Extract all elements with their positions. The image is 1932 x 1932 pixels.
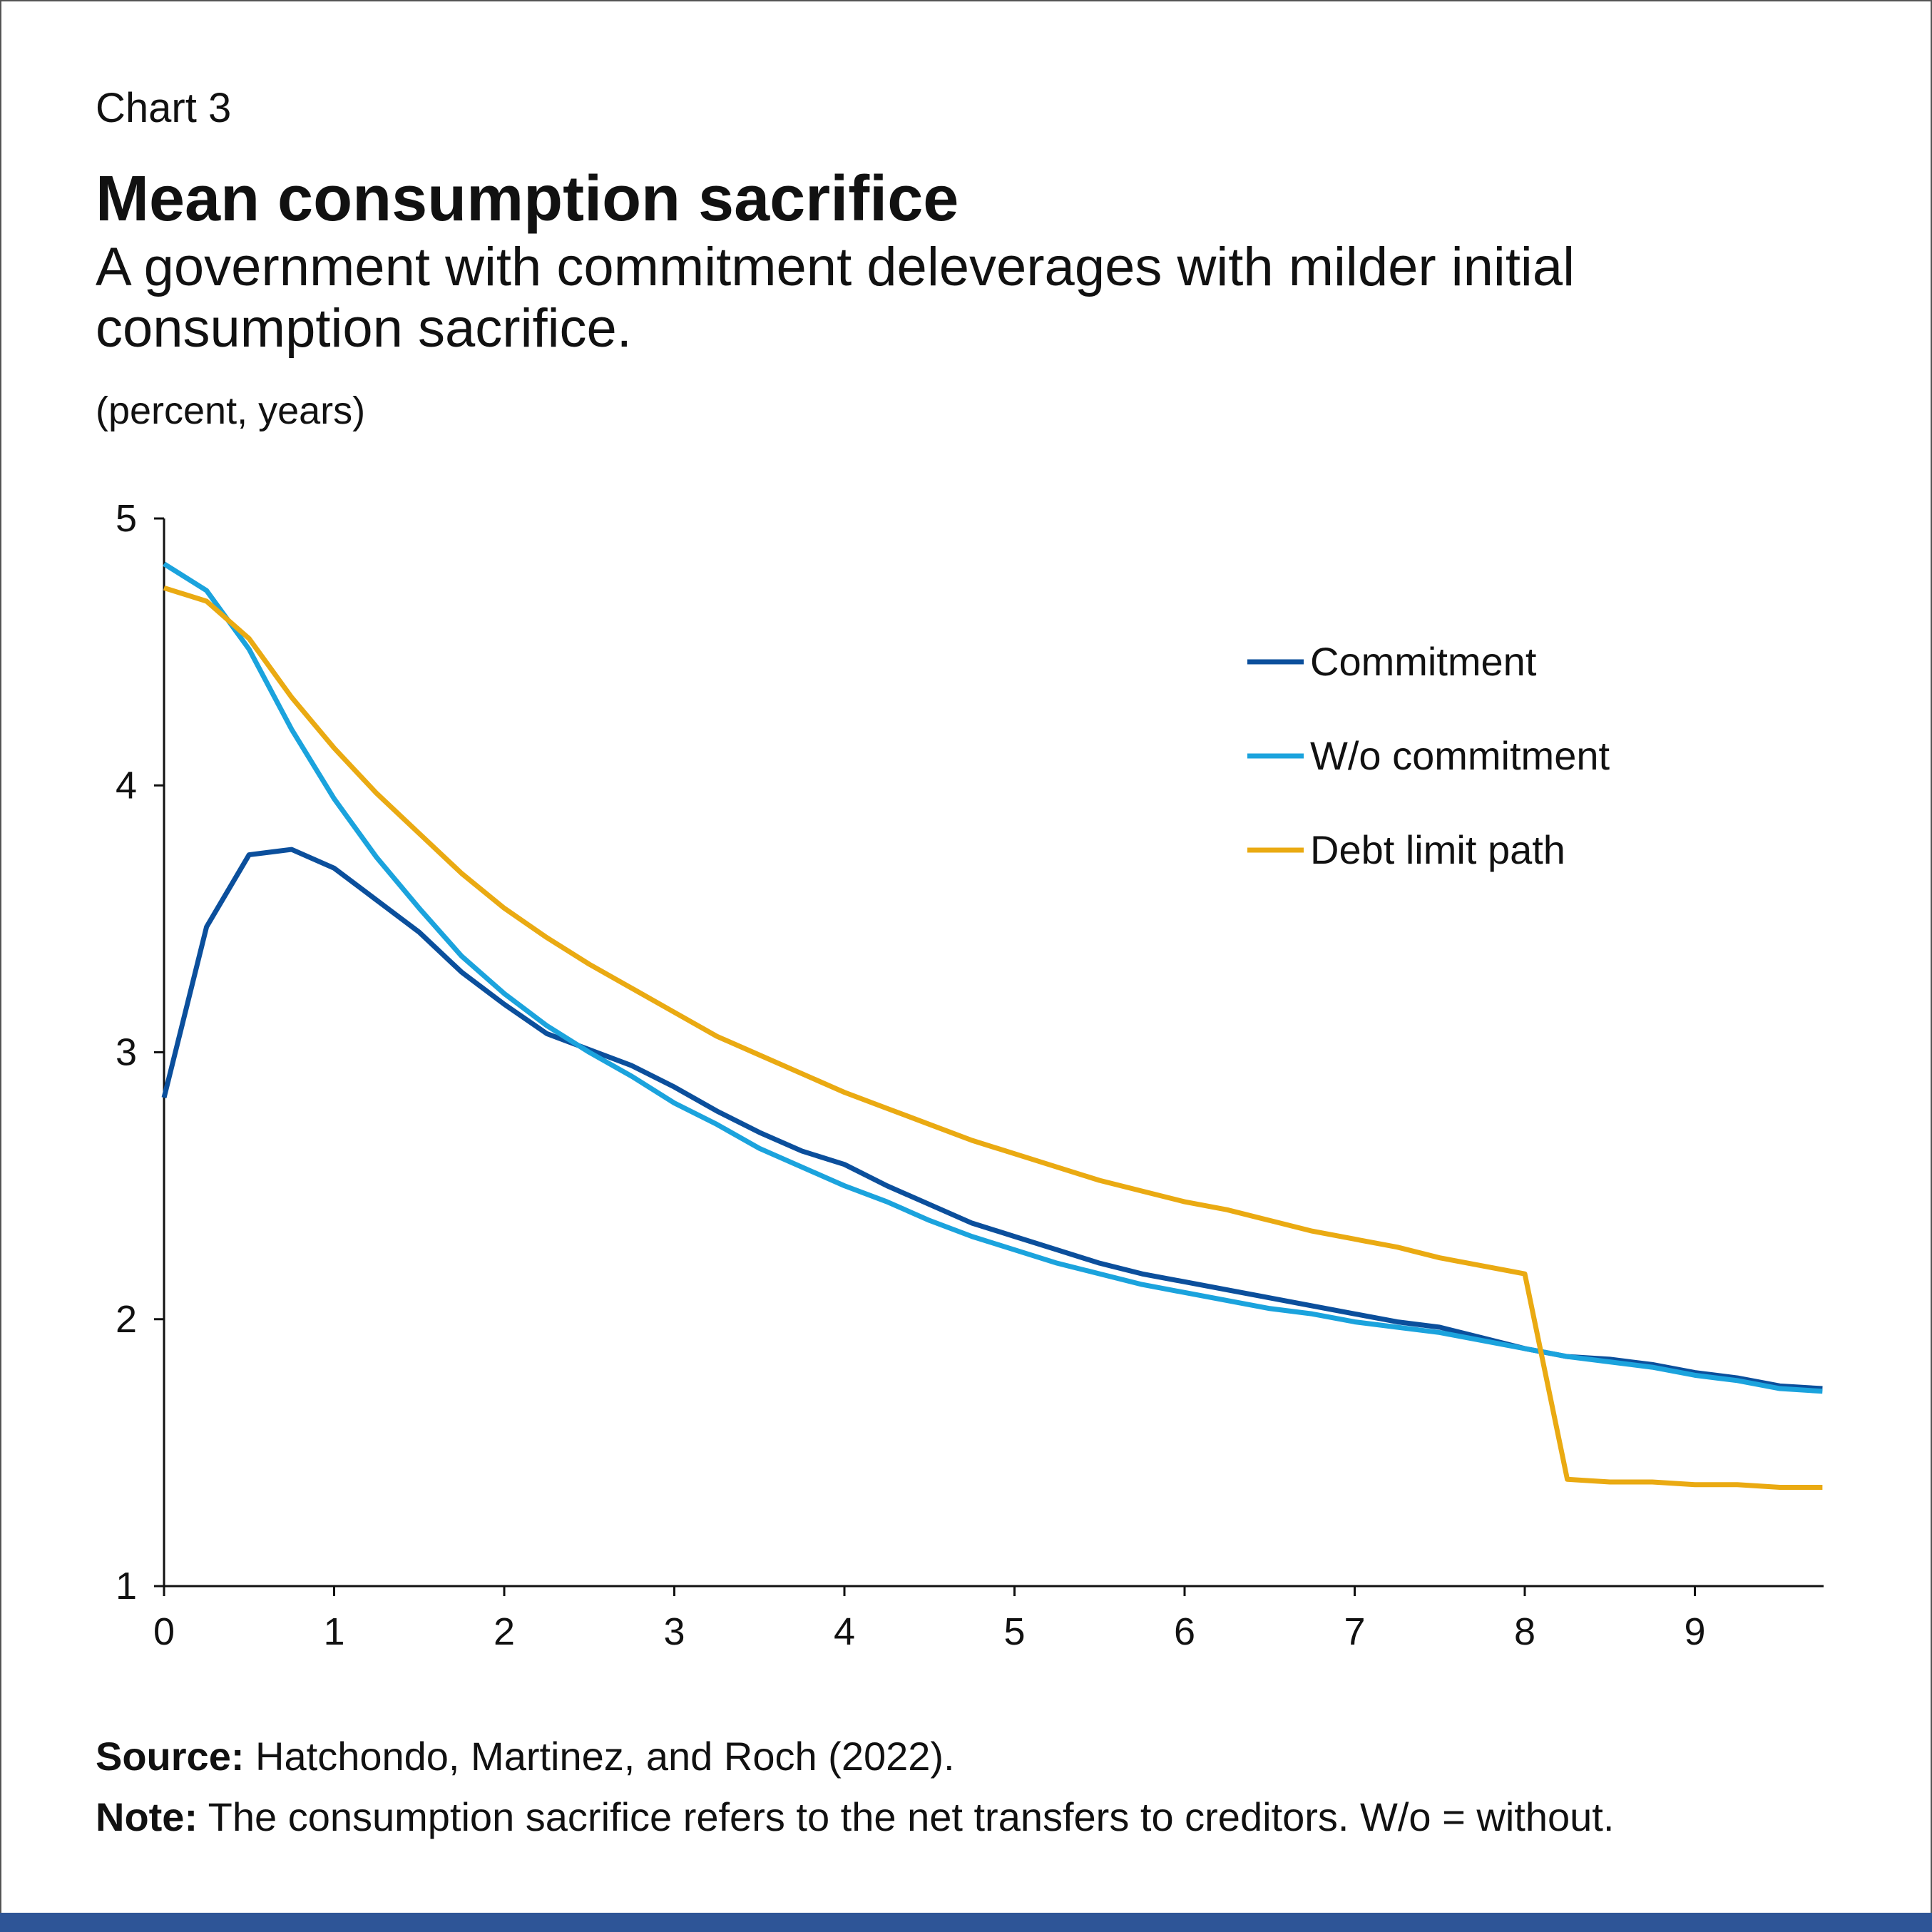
x-tick-label: 4 [834,1610,855,1653]
x-tick-label: 5 [1003,1610,1025,1653]
source-label: Source: [96,1734,245,1779]
chart-title: Mean consumption sacrifice [96,163,959,235]
x-tick-label: 1 [323,1610,344,1653]
legend-label-without-commitment: W/o commitment [1310,733,1610,778]
y-tick-label: 1 [116,1565,137,1608]
x-tick-label: 8 [1514,1610,1535,1653]
note-text: The consumption sacrifice refers to the … [198,1794,1615,1839]
source-line: Source: Hatchondo, Martinez, and Roch (2… [96,1733,955,1779]
y-tick-label: 5 [116,497,137,540]
y-tick-label: 2 [116,1298,137,1341]
y-tick-label: 3 [116,1031,137,1074]
x-tick-label: 3 [663,1610,685,1653]
x-tick-label: 2 [494,1610,515,1653]
source-text: Hatchondo, Martinez, and Roch (2022). [244,1734,955,1779]
units-label: (percent, years) [96,389,366,432]
y-tick-label: 4 [116,764,137,807]
note-line: Note: The consumption sacrifice refers t… [96,1794,1614,1840]
series-line-commitment [161,847,1823,1391]
series-line-without-commitment [163,561,1823,1394]
chart-number: Chart 3 [96,85,232,131]
x-tick-label: 6 [1174,1610,1195,1653]
bottom-accent-bar [0,1913,1932,1932]
note-label: Note: [96,1794,198,1839]
x-tick-label: 9 [1684,1610,1705,1653]
chart-subtitle: A government with commitment deleverages… [96,237,1575,359]
x-tick-label: 0 [153,1610,175,1653]
series-line-debt-limit-path [163,585,1823,1491]
legend-label-debt-limit-path: Debt limit path [1310,827,1565,872]
legend-label-commitment: Commitment [1310,639,1537,684]
x-tick-label: 7 [1344,1610,1365,1653]
